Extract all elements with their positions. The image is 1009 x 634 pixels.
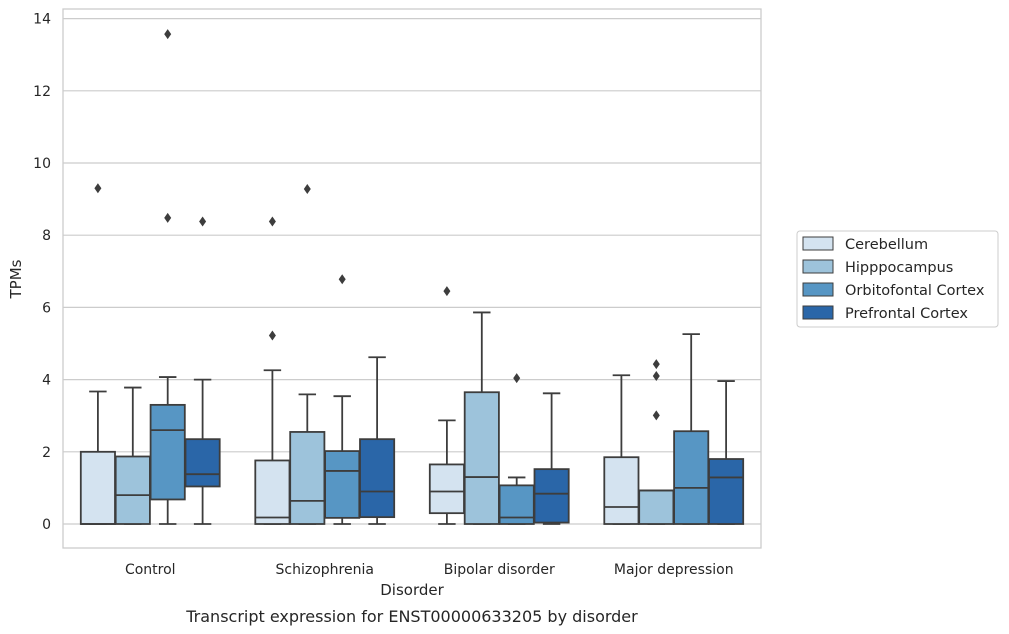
y-tick-label: 0 [42,517,51,533]
box [428,286,465,525]
x-axis-label: Disorder [380,581,444,599]
box [463,311,500,525]
y-axis-label: TPMs [7,259,25,299]
x-tick-labels: Control Schizophrenia Bipolar disorder Majo… [125,562,734,578]
iqr-box [254,459,291,525]
legend-swatch [802,236,834,251]
outlier-point [303,183,311,194]
series-0 [79,183,640,525]
legend-swatch [802,259,834,274]
outlier-point [199,216,207,227]
x-tick-label: Control [125,562,176,578]
y-tick-label: 4 [42,373,51,389]
y-tick-label: 14 [33,12,51,28]
box [184,216,221,525]
box [359,356,396,525]
outlier-point [652,410,660,421]
legend-label: Orbitofontal Cortex [845,283,985,299]
box [289,183,326,525]
outlier-point [338,274,346,285]
outlier-point [652,370,660,381]
x-tick-label: Major depression [614,562,734,578]
iqr-box [289,431,326,525]
y-tick-label: 10 [33,156,51,172]
box [149,29,186,525]
iqr-box [638,489,675,525]
legend-swatch [802,305,834,320]
plot-frame [62,8,762,549]
outlier-point [164,212,172,223]
outlier-point [94,183,102,194]
iqr-box [79,450,116,525]
box [114,386,151,525]
outlier-point [164,29,172,40]
box [673,333,710,525]
iqr-box [114,455,151,525]
legend-label: Cerebellum [845,237,928,253]
x-tick-label: Bipolar disorder [444,562,555,578]
box-series [79,29,745,525]
box [603,374,640,525]
y-tick-labels: 0 2 4 6 8 10 12 14 [33,12,51,533]
iqr-box [603,456,640,525]
outlier-point [268,330,276,341]
box [533,392,570,525]
iqr-box [463,391,500,525]
iqr-box [184,438,221,488]
iqr-box [428,463,465,515]
iqr-box [533,468,570,524]
box [498,373,535,525]
y-tick-label: 6 [42,300,51,316]
series-2 [149,29,710,525]
y-tick-label: 2 [42,445,51,461]
legend-label: Prefrontal Cortex [845,306,968,322]
x-tick-label: Schizophrenia [276,562,374,578]
iqr-box [324,450,361,519]
box [254,216,291,525]
series-1 [114,183,675,525]
outlier-point [268,216,276,227]
legend-frame [796,230,999,328]
legend: Cerebellum Hipppocampus Orbitofontal Corte… [796,230,999,328]
outlier-point [513,373,521,384]
box [324,274,361,525]
legend-label: Hipppocampus [845,260,953,276]
legend-swatch [802,282,834,297]
y-tick-label: 8 [42,228,51,244]
outlier-point [652,359,660,370]
iqr-box [359,438,396,519]
y-tick-label: 12 [33,84,51,100]
chart-caption: Transcript expression for ENST0000063320… [185,607,638,626]
iqr-box [708,458,745,525]
box [708,380,745,525]
outlier-point [443,286,451,297]
iqr-box [149,403,186,501]
series-3 [184,216,745,525]
iqr-box [673,430,710,525]
